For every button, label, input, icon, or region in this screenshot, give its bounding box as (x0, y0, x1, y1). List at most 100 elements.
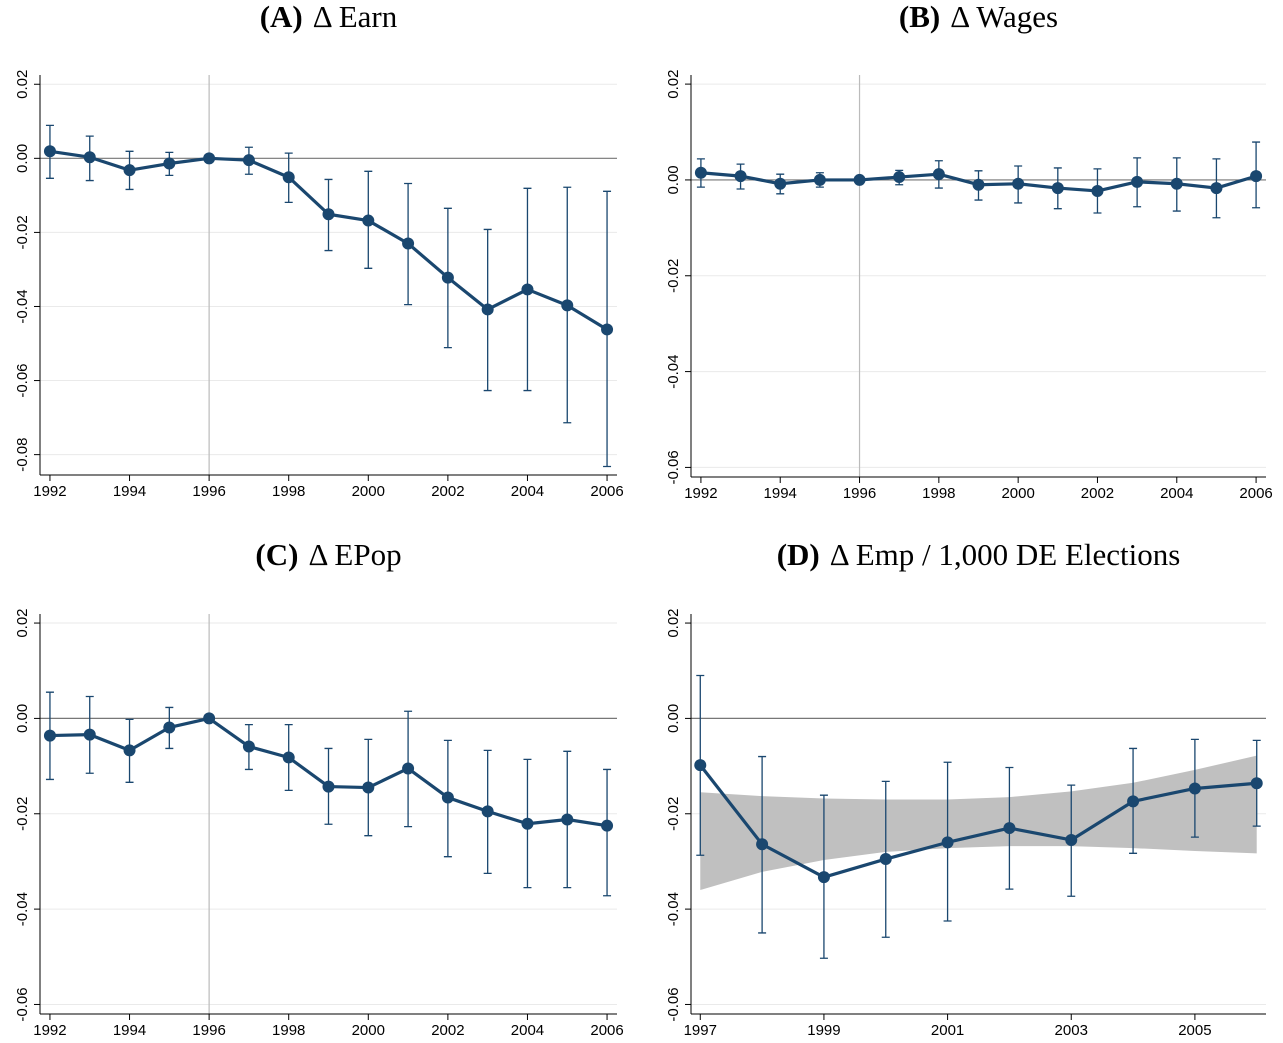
y-tick-label: -0.02 (14, 215, 31, 249)
point (203, 152, 216, 165)
x-tick-label: 1994 (113, 1022, 146, 1039)
point (362, 781, 375, 794)
point (817, 871, 830, 884)
point (521, 817, 534, 830)
panel-title: (C) Δ EPop (255, 537, 401, 572)
y-tick-label: -0.02 (665, 259, 682, 293)
panel-title-text: Δ Earn (313, 0, 398, 34)
point (734, 170, 747, 183)
x-tick-label: 2001 (931, 1022, 964, 1039)
y-tick-label: 0.02 (14, 608, 31, 637)
x-tick-label: 1998 (272, 483, 305, 500)
point (123, 164, 136, 177)
y-tick-label: -0.04 (14, 289, 31, 323)
point (1250, 777, 1263, 790)
point (972, 178, 985, 191)
point (322, 780, 335, 793)
point (756, 838, 769, 851)
point (402, 237, 415, 250)
y-tick-label: -0.04 (14, 892, 31, 926)
point (601, 323, 614, 336)
point (481, 303, 494, 316)
x-tick-label: 1997 (684, 1022, 717, 1039)
x-tick-label: 1996 (192, 1022, 225, 1039)
point (879, 853, 892, 866)
y-tick-label: 0.00 (14, 144, 31, 173)
confidence-band (700, 755, 1257, 891)
point (774, 177, 787, 190)
x-tick-label: 2005 (1178, 1022, 1211, 1039)
point (1051, 182, 1064, 195)
point (441, 271, 454, 284)
error-bar (603, 768, 612, 897)
point (1127, 795, 1140, 808)
point (893, 171, 906, 184)
panel-letter: (A) (260, 0, 303, 34)
panel-title-text: Δ Emp / 1,000 DE Elections (830, 537, 1181, 572)
point (43, 145, 56, 158)
y-tick-label: -0.06 (14, 363, 31, 397)
point (402, 762, 415, 775)
panel-title-text: Δ EPop (308, 537, 401, 572)
y-tick-label: -0.06 (665, 987, 682, 1021)
point (123, 744, 136, 757)
y-tick-label: -0.04 (665, 354, 682, 388)
x-tick-label: 2004 (1160, 485, 1193, 502)
point (561, 299, 574, 312)
point (83, 728, 96, 741)
point (1003, 822, 1016, 835)
point (1250, 170, 1263, 183)
point (853, 173, 866, 186)
point (694, 759, 707, 772)
point (561, 813, 574, 826)
x-tick-label: 1994 (764, 485, 797, 502)
x-tick-label: 2004 (511, 483, 544, 500)
point (1170, 177, 1183, 190)
point (203, 712, 216, 725)
panel-title-text: Δ Wages (950, 0, 1058, 34)
panel: (D) Δ Emp / 1,000 DE Elections 0.02 0.00 -0.… (665, 537, 1266, 1039)
point (1188, 782, 1201, 795)
point (163, 157, 176, 170)
x-tick-label: 1998 (272, 1022, 305, 1039)
x-tick-label: 2002 (431, 1022, 464, 1039)
point (1091, 184, 1104, 197)
y-tick-label: 0.00 (665, 704, 682, 733)
series-line (699, 764, 1257, 879)
point (694, 166, 707, 179)
y-tick-label: 0.02 (14, 70, 31, 99)
point (601, 819, 614, 832)
point (362, 214, 375, 227)
point (43, 729, 56, 742)
y-tick-label: 0.02 (665, 608, 682, 637)
panel-title: (A) Δ Earn (260, 0, 398, 34)
y-tick-label: -0.06 (14, 987, 31, 1021)
y-tick-label: -0.02 (14, 797, 31, 831)
x-tick-label: 1992 (33, 483, 66, 500)
x-tick-label: 2000 (352, 483, 385, 500)
x-tick-label: 2006 (590, 483, 623, 500)
y-tick-label: -0.02 (665, 797, 682, 831)
x-tick-label: 1996 (192, 483, 225, 500)
panel-letter: (C) (255, 537, 298, 572)
point (941, 836, 954, 849)
y-tick-label: 0.00 (665, 165, 682, 194)
panel-title: (B) Δ Wages (899, 0, 1058, 34)
point (1065, 833, 1078, 846)
x-tick-label: 1998 (922, 485, 955, 502)
x-tick-label: 2002 (431, 483, 464, 500)
x-tick-label: 2000 (352, 1022, 385, 1039)
y-tick-label: -0.08 (14, 438, 31, 472)
y-tick-label: 0.00 (14, 704, 31, 733)
y-tick-label: -0.04 (665, 892, 682, 926)
panel-letter: (B) (899, 0, 940, 34)
point (1012, 177, 1025, 190)
x-tick-label: 1992 (33, 1022, 66, 1039)
point (242, 740, 255, 753)
panel: (A) Δ Earn0.020.00-0.02-0.04-0.06-0.08199… (14, 0, 624, 500)
x-tick-label: 1994 (113, 483, 146, 500)
point (282, 751, 295, 764)
x-tick-label: 2006 (1239, 485, 1272, 502)
